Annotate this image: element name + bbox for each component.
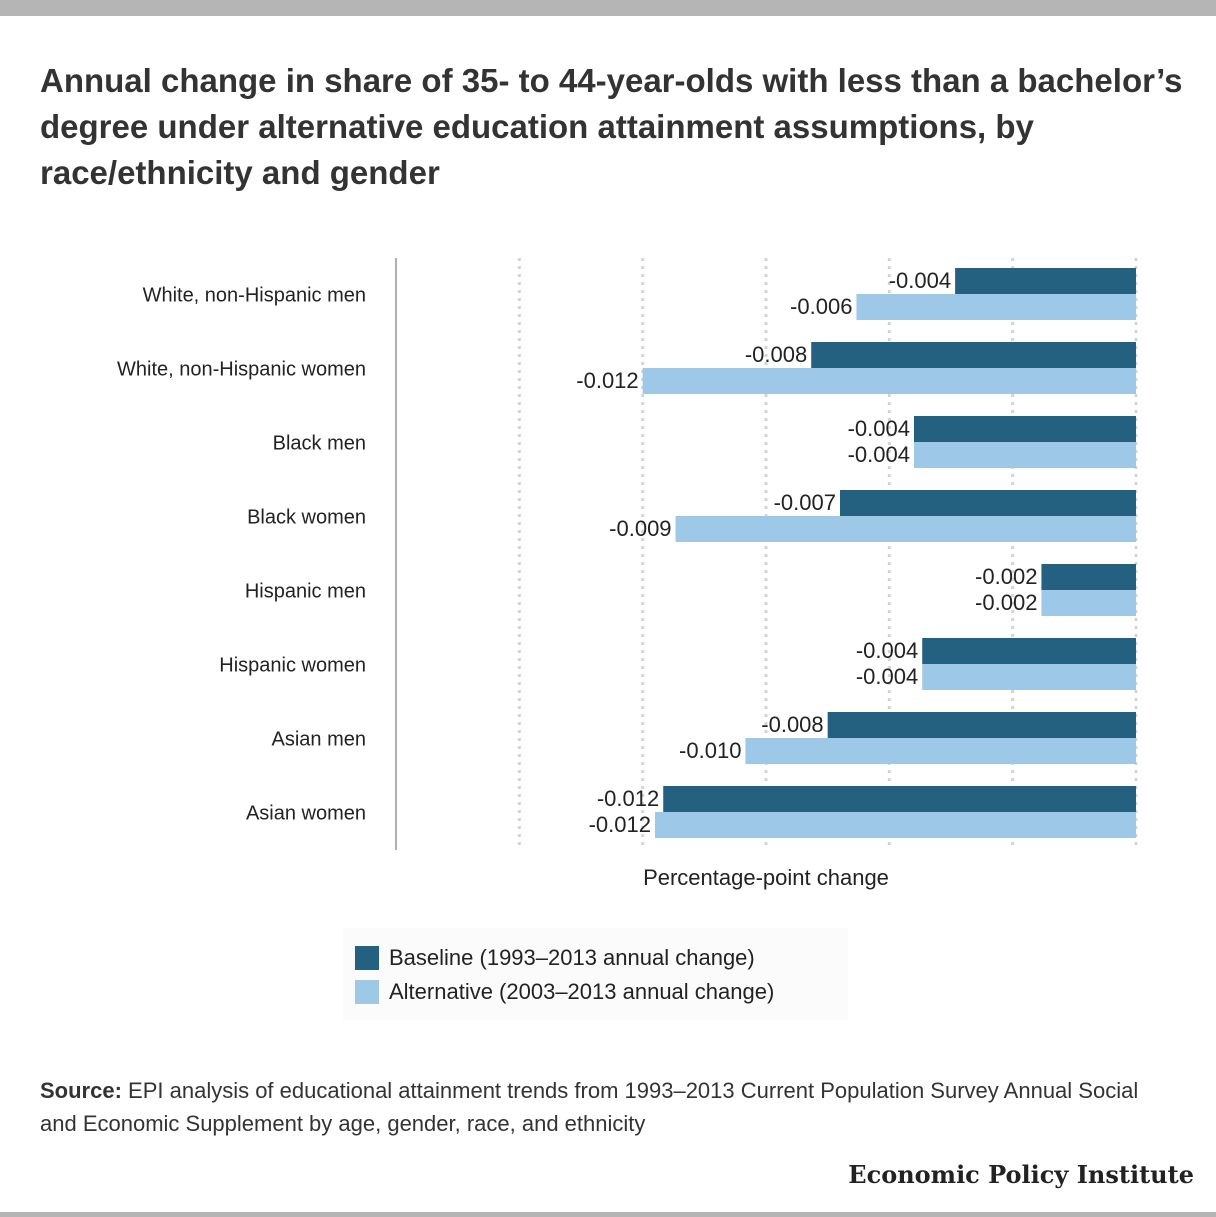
legend-swatch-alternative — [355, 980, 379, 1004]
category-label: Hispanic men — [245, 580, 366, 602]
data-label-baseline: -0.004 — [856, 638, 918, 663]
data-label-baseline: -0.004 — [889, 268, 951, 293]
data-label-baseline: -0.008 — [745, 342, 807, 367]
data-label-alternative: -0.009 — [609, 516, 671, 541]
bar-alternative — [642, 368, 1136, 394]
category-label: Black men — [273, 432, 366, 454]
category-label: Asian women — [246, 802, 366, 824]
top-border-bar — [0, 0, 1216, 16]
bar-chart: White, non-Hispanic men -0.004 -0.006 White… — [117, 258, 1138, 890]
category-label: Asian men — [272, 728, 367, 750]
data-label-alternative: -0.006 — [790, 294, 852, 319]
category-label: Black women — [247, 506, 366, 528]
bar-baseline — [663, 786, 1136, 812]
legend-label-alternative: Alternative (2003–2013 annual change) — [389, 979, 775, 1004]
data-label-baseline: -0.002 — [975, 564, 1037, 589]
legend-item-baseline: Baseline (1993–2013 annual change) — [355, 943, 755, 973]
bar-alternative — [655, 812, 1136, 838]
data-label-alternative: -0.012 — [589, 812, 651, 837]
data-label-alternative: -0.010 — [679, 738, 741, 763]
data-label-baseline: -0.004 — [848, 416, 910, 441]
data-label-alternative: -0.002 — [975, 590, 1037, 615]
category-label: White, non-Hispanic men — [143, 284, 366, 306]
category-label: White, non-Hispanic women — [117, 358, 366, 380]
bar-alternative — [745, 738, 1136, 764]
legend-item-alternative: Alternative (2003–2013 annual change) — [355, 977, 774, 1007]
brand-logo-text: Economic Policy Institute — [848, 1160, 1194, 1189]
bar-alternative — [1041, 590, 1136, 616]
data-label-baseline: -0.007 — [774, 490, 836, 515]
bar-alternative — [675, 516, 1136, 542]
source-note: Source: EPI analysis of educational atta… — [40, 1074, 1160, 1140]
x-axis-title: Percentage-point change — [643, 865, 889, 890]
data-label-alternative: -0.004 — [848, 442, 910, 467]
bar-baseline — [955, 268, 1136, 294]
source-label: Source: — [40, 1078, 122, 1103]
bar-baseline — [811, 342, 1136, 368]
bar-baseline — [922, 638, 1136, 664]
bar-alternative — [922, 664, 1136, 690]
data-label-alternative: -0.004 — [856, 664, 918, 689]
data-label-baseline: -0.012 — [597, 786, 659, 811]
legend-label-baseline: Baseline (1993–2013 annual change) — [389, 945, 755, 970]
legend: Baseline (1993–2013 annual change) Alter… — [343, 928, 848, 1020]
chart-title: Annual change in share of 35- to 44-year… — [40, 62, 1183, 191]
bar-baseline — [827, 712, 1136, 738]
data-label-baseline: -0.008 — [761, 712, 823, 737]
data-label-alternative: -0.012 — [576, 368, 638, 393]
bar-baseline — [914, 416, 1136, 442]
source-text: EPI analysis of educational attainment t… — [40, 1078, 1139, 1136]
bar-baseline — [840, 490, 1136, 516]
bar-alternative — [914, 442, 1136, 468]
category-label: Hispanic women — [219, 654, 366, 676]
bar-baseline — [1041, 564, 1136, 590]
legend-swatch-baseline — [355, 946, 379, 970]
bar-alternative — [856, 294, 1136, 320]
bottom-border-bar — [0, 1212, 1216, 1217]
